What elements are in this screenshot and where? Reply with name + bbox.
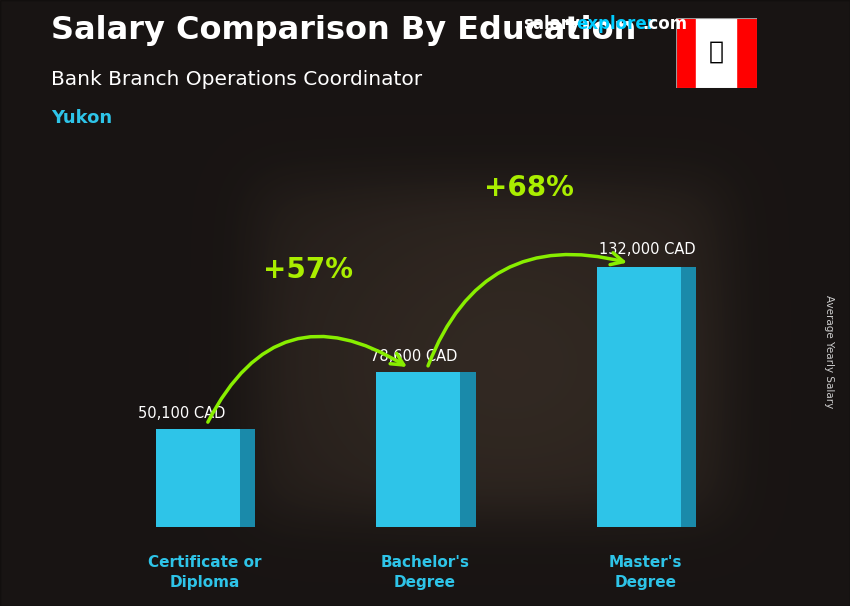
Text: 50,100 CAD: 50,100 CAD [139, 405, 225, 421]
Polygon shape [597, 267, 681, 527]
Text: 78,600 CAD: 78,600 CAD [370, 348, 457, 364]
Text: +57%: +57% [263, 256, 353, 284]
Text: salary: salary [523, 15, 580, 33]
Polygon shape [156, 428, 240, 527]
Bar [736, 18, 756, 88]
Text: Certificate or
Diploma: Certificate or Diploma [148, 555, 261, 590]
Polygon shape [460, 373, 475, 527]
Text: Bank Branch Operations Coordinator: Bank Branch Operations Coordinator [51, 70, 422, 88]
Polygon shape [377, 373, 460, 527]
Text: Salary Comparison By Education: Salary Comparison By Education [51, 15, 637, 46]
Text: 132,000 CAD: 132,000 CAD [599, 242, 695, 258]
Text: Bachelor's
Degree: Bachelor's Degree [380, 555, 469, 590]
Bar [676, 18, 696, 88]
Text: 🍁: 🍁 [709, 39, 723, 63]
Text: Yukon: Yukon [51, 109, 112, 127]
Polygon shape [240, 428, 255, 527]
Text: Average Yearly Salary: Average Yearly Salary [824, 295, 834, 408]
Text: explorer: explorer [576, 15, 655, 33]
Bar [696, 18, 736, 88]
Polygon shape [681, 267, 696, 527]
Text: .com: .com [643, 15, 688, 33]
Text: Master's
Degree: Master's Degree [609, 555, 682, 590]
Text: +68%: +68% [484, 175, 574, 202]
